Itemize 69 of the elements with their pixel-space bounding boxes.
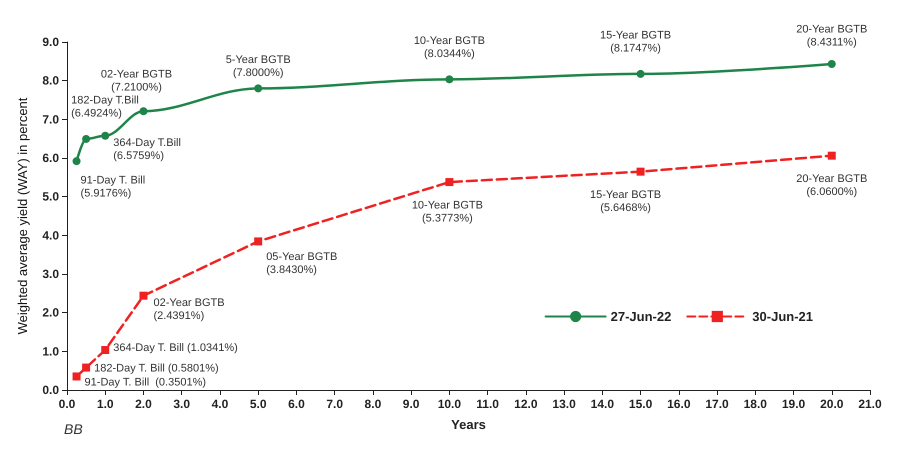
data-label: 91-Day T. Bill (0.3501%): [84, 376, 206, 388]
x-tick-label: 8.0: [364, 397, 382, 411]
point: [72, 157, 81, 166]
y-tick-label: 6.0: [42, 151, 60, 165]
y-axis-title: Weighted average yield (WAY) in percent: [15, 97, 30, 334]
data-label: 05-Year BGTB (3.8430%): [266, 250, 338, 276]
data-label: 02-Year BGTB (7.2100%): [100, 68, 172, 94]
point: [254, 84, 262, 92]
x-tick-label: 19.0: [782, 397, 806, 411]
point: [82, 364, 90, 372]
point: [636, 70, 645, 78]
data-label: 364-Day T. Bill (1.0341%): [113, 342, 238, 354]
x-tick-label: 15.0: [628, 397, 653, 411]
point: [828, 60, 836, 68]
text: BB: [64, 421, 83, 437]
point: [72, 372, 81, 380]
x-tick-label: 14.0: [590, 397, 614, 411]
y-tick-label: 4.0: [42, 228, 60, 242]
x-tick-label: 12.0: [514, 397, 538, 411]
x-axis-title: Years: [451, 417, 486, 432]
point: [636, 168, 645, 176]
y-tick-label: 1.0: [42, 344, 60, 358]
x-tick-label: 17.0: [705, 397, 730, 411]
x-tick-label: 5.0: [250, 397, 267, 411]
x-tick-label: 3.0: [173, 397, 190, 411]
data-label: 10-Year BGTB (5.3773%): [412, 200, 483, 225]
x-tick-label: 13.0: [552, 397, 576, 411]
point: [445, 75, 454, 84]
y-tick-label: 2.0: [42, 306, 60, 320]
data-label: 15-Year BGTB (8.1747%): [600, 29, 672, 54]
legend-label: 30-Jun-21: [752, 309, 814, 324]
data-label: 20-Year BGTB (8.4311%): [796, 23, 868, 48]
x-tick-label: 16.0: [667, 397, 691, 411]
y-tick-label: 3.0: [42, 267, 60, 281]
data-label: 91-Day T. Bill (5.9176%): [80, 174, 146, 200]
x-tick-label: 4.0: [212, 397, 229, 411]
point: [101, 132, 110, 140]
point: [139, 107, 148, 116]
data-label: 20-Year BGTB (6.0600%): [796, 173, 868, 198]
x-tick-label: 6.0: [288, 397, 306, 411]
x-tick-label: 21.0: [858, 397, 882, 411]
data-label: 10-Year BGTB (8.0344%): [414, 34, 485, 60]
y-tick-label: 8.0: [42, 74, 60, 88]
x-tick-label: 7.0: [326, 397, 344, 411]
x-tick-label: 9.0: [402, 397, 420, 411]
point: [254, 237, 262, 246]
x-tick-label: 18.0: [744, 397, 768, 411]
data-label: 182-Day T. Bill (0.5801%): [94, 362, 219, 375]
data-label: 02-Year BGTB (2.4391%): [153, 297, 225, 322]
data-label: 182-Day T.Bill (6.4924%): [71, 94, 139, 120]
y-tick-label: 5.0: [42, 190, 60, 204]
x-tick-label: 11.0: [476, 397, 500, 411]
y-tick-label: 9.0: [42, 35, 60, 49]
y-tick-label: 7.0: [42, 112, 60, 126]
point: [139, 292, 148, 300]
point: [101, 346, 110, 354]
x-tick-label: 20.0: [820, 397, 844, 411]
x-tick-label: 10.0: [438, 397, 462, 411]
legend-label: 27-Jun-22: [610, 309, 672, 324]
x-tick-label: 2.0: [135, 397, 152, 411]
x-tick-label: 0.0: [58, 397, 76, 411]
y-tick-label: 0.0: [42, 383, 60, 397]
point: [82, 134, 90, 143]
data-label: 15-Year BGTB (5.6468%): [590, 189, 662, 214]
data-label: 364-Day T.Bill (6.5759%): [113, 137, 181, 162]
data-label: 5-Year BGTB (7.8000%): [226, 54, 291, 79]
point: [445, 178, 454, 186]
point: [828, 152, 836, 160]
x-tick-label: 1.0: [96, 397, 114, 411]
